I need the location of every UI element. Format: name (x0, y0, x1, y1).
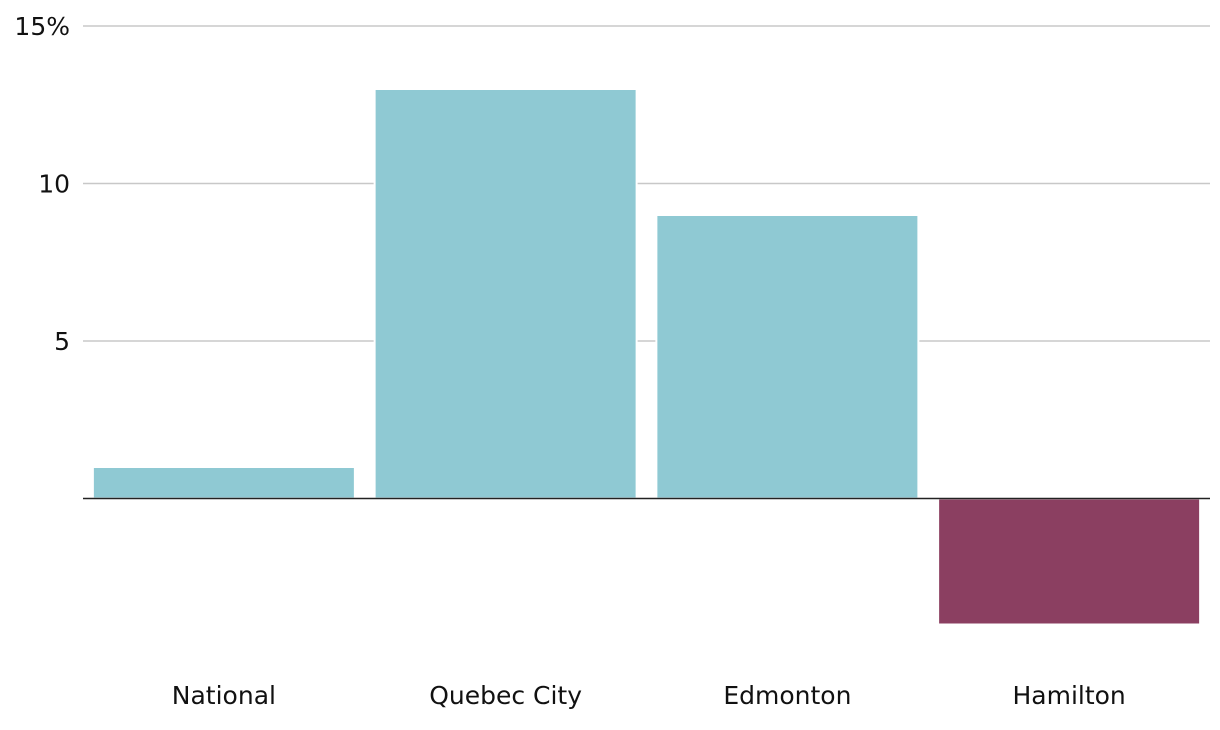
x-tick-label: Hamilton (1012, 681, 1125, 710)
y-tick-label: 15% (14, 12, 70, 41)
y-tick-label: 10 (38, 170, 70, 199)
x-tick-label: Edmonton (723, 681, 851, 710)
bar (655, 214, 920, 500)
bar (937, 497, 1202, 626)
x-tick-label: Quebec City (429, 681, 582, 710)
bar (373, 88, 638, 500)
x-tick-label: National (172, 681, 276, 710)
bar (91, 466, 356, 500)
y-tick-label: 5 (54, 327, 70, 356)
